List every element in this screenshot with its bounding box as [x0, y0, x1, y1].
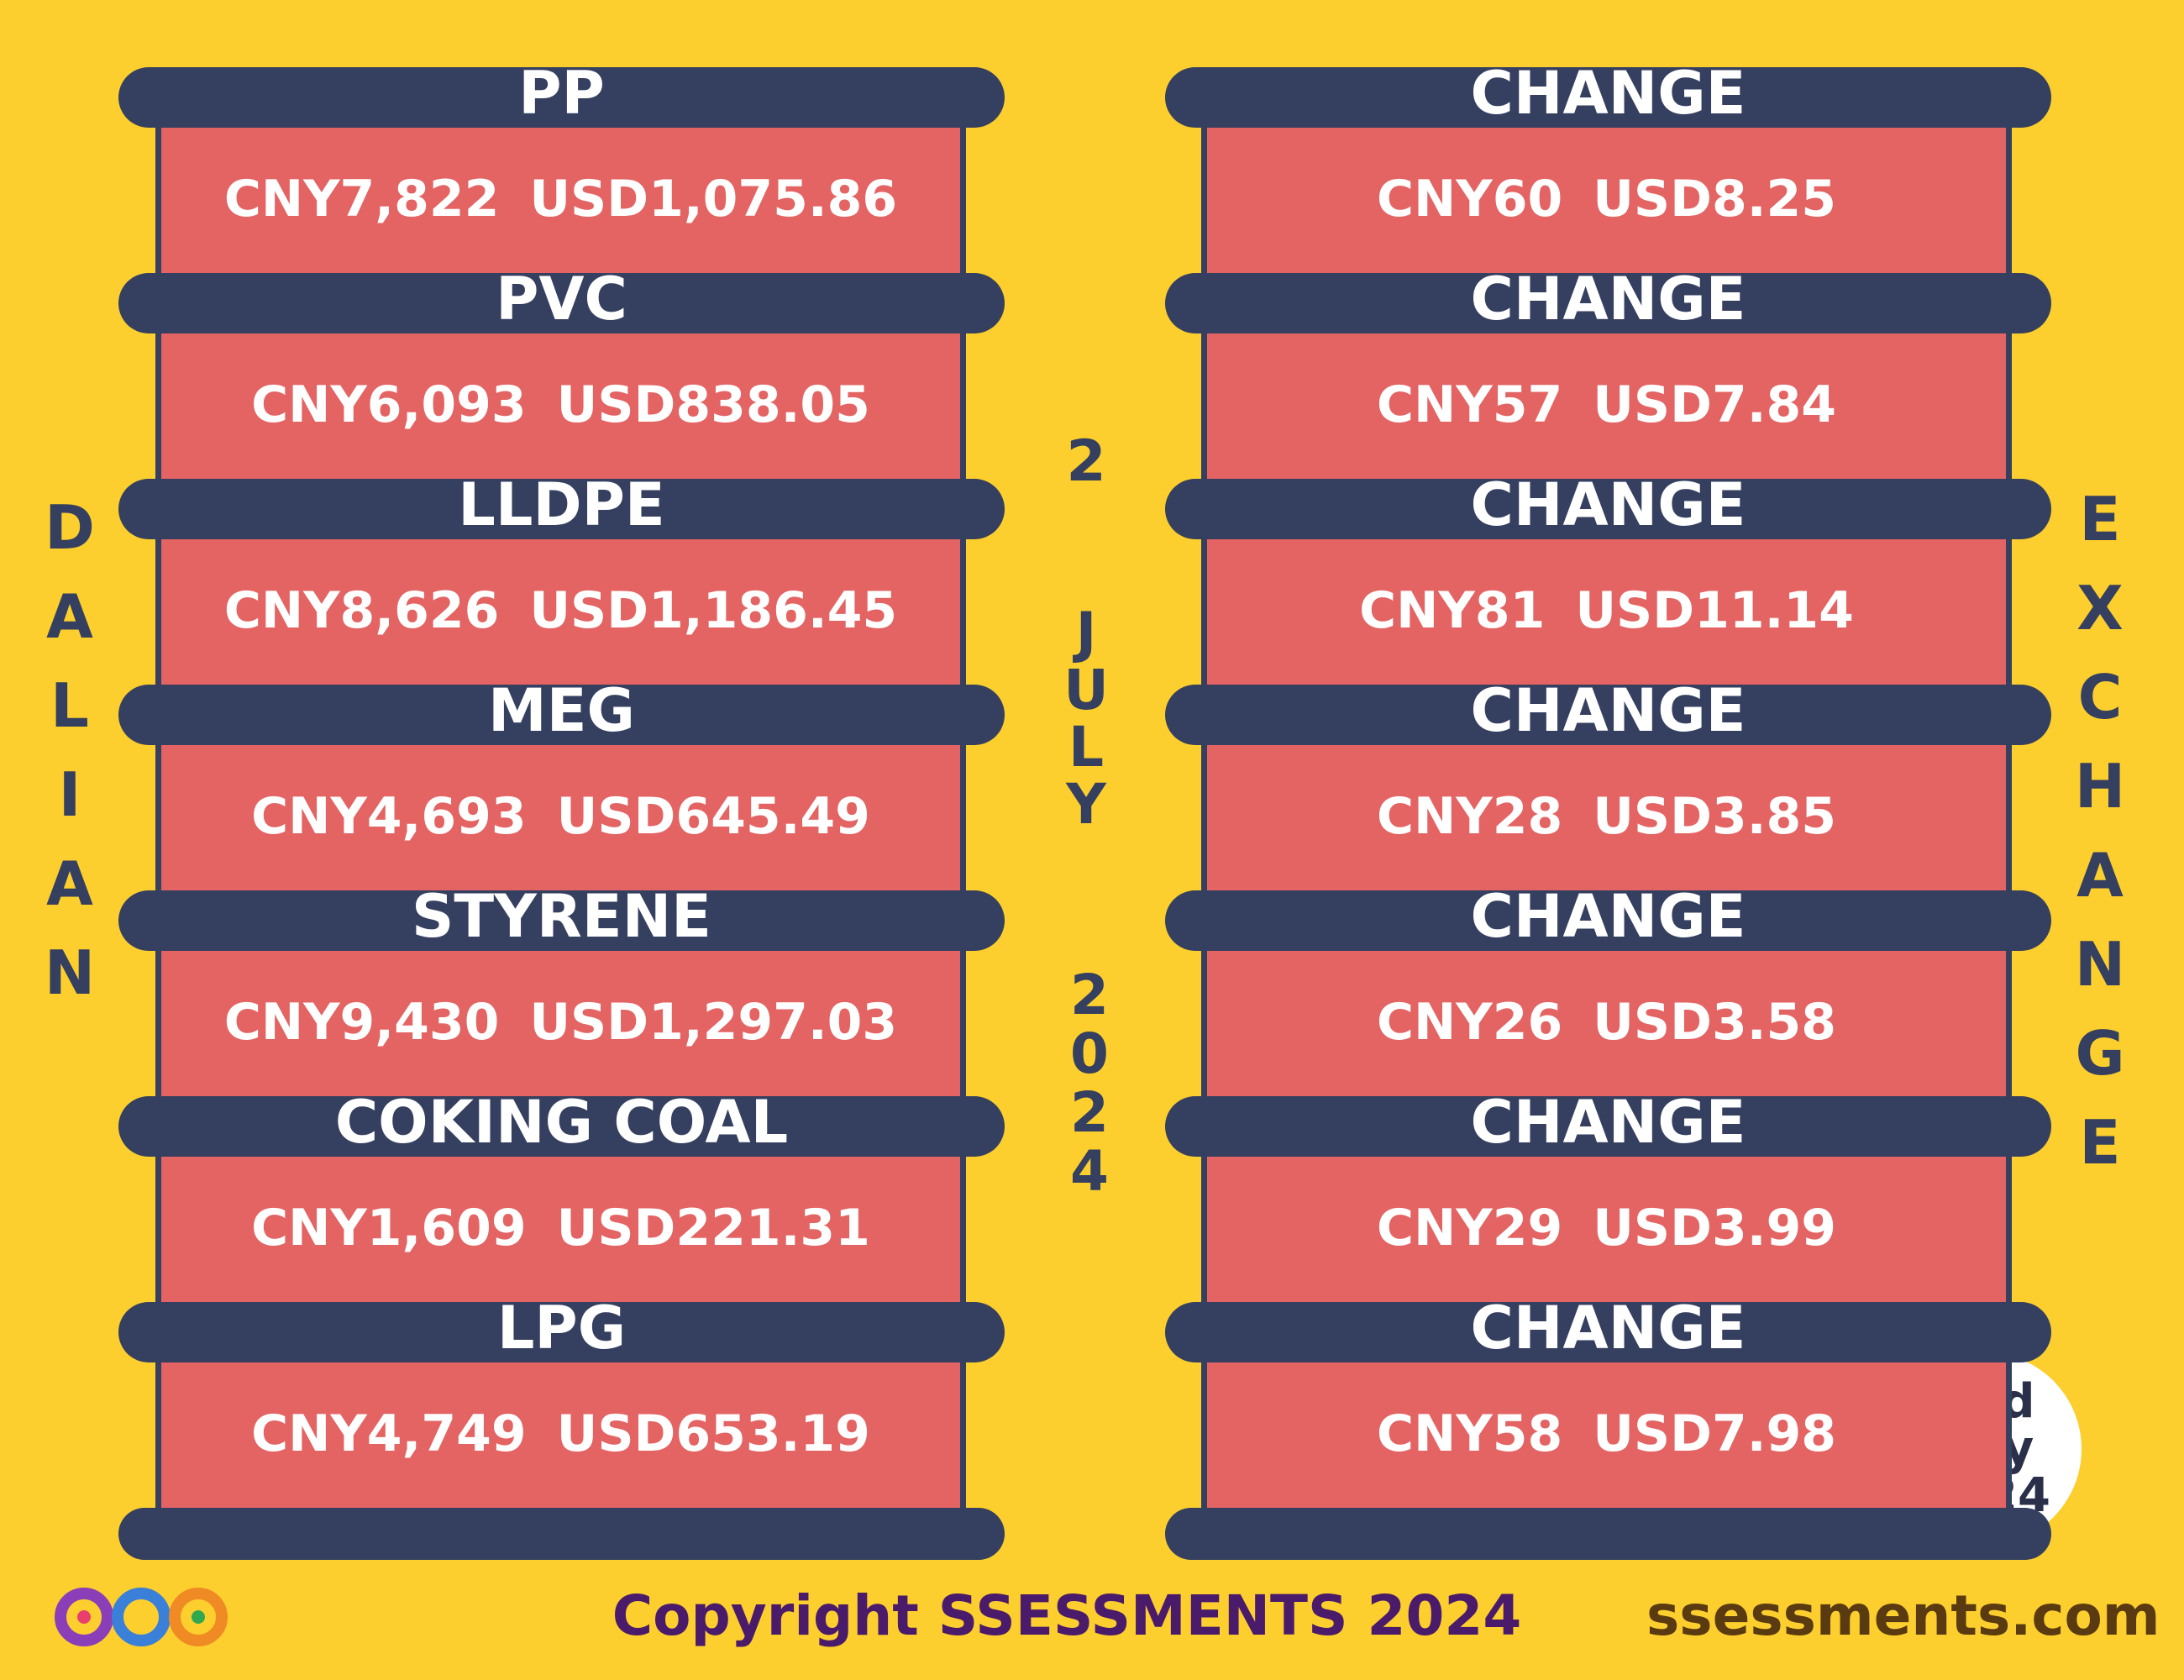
date-month: JULY	[1063, 601, 1109, 837]
usd-price: USD11.14	[1575, 581, 1854, 640]
footer-bar	[118, 1508, 1005, 1560]
row-title: MEG	[488, 676, 635, 745]
price-box	[155, 1126, 966, 1332]
price-box	[1201, 509, 2012, 715]
date-year: 2024	[1070, 963, 1109, 1204]
row-title: CHANGE	[1470, 1294, 1746, 1362]
cny-price: CNY4,749	[251, 1404, 527, 1463]
row-title: LLDPE	[458, 470, 665, 539]
cny-price: CNY26	[1377, 993, 1563, 1052]
price-box	[155, 509, 966, 715]
usd-price: USD3.99	[1593, 1199, 1836, 1257]
row-title: CHANGE	[1470, 470, 1746, 539]
price-line: CNY26 USD3.58	[1201, 993, 2012, 1052]
cny-price: CNY8,626	[223, 581, 500, 640]
usd-price: USD653.19	[556, 1404, 870, 1463]
website: ssessments.com	[1646, 1583, 2160, 1648]
price-line: CNY9,430 USD1,297.03	[155, 993, 966, 1052]
cny-price: CNY29	[1377, 1199, 1563, 1257]
cny-price: CNY4,693	[251, 787, 527, 846]
cny-price: CNY1,609	[251, 1199, 527, 1257]
usd-price: USD8.25	[1593, 170, 1836, 228]
row-title: PVC	[496, 265, 627, 333]
cny-price: CNY58	[1377, 1404, 1563, 1463]
header-bar	[1165, 685, 2051, 745]
price-box	[1201, 97, 2012, 303]
row-title: STYRENE	[412, 882, 711, 951]
price-box	[155, 921, 966, 1126]
usd-price: USD838.05	[556, 375, 870, 434]
price-line: CNY4,693 USD645.49	[155, 787, 966, 846]
cny-price: CNY81	[1359, 581, 1546, 640]
price-box	[1201, 1332, 2012, 1538]
header-bar	[118, 1302, 1005, 1362]
footer-bar	[1165, 1508, 2051, 1560]
price-line: CNY57 USD7.84	[1201, 375, 2012, 434]
price-box	[155, 97, 966, 303]
cny-price: CNY28	[1377, 787, 1563, 846]
side-label-left: DALIAN	[44, 492, 96, 1008]
row-title: LPG	[496, 1294, 627, 1362]
price-line: CNY28 USD3.85	[1201, 787, 2012, 846]
price-line: CNY81 USD11.14	[1201, 581, 2012, 640]
header-bar	[118, 479, 1005, 539]
price-line: CNY6,093 USD838.05	[155, 375, 966, 434]
date-day: 2	[1066, 428, 1106, 495]
price-box	[155, 715, 966, 921]
row-title: PP	[518, 59, 605, 128]
header-bar	[1165, 67, 2051, 128]
row-title: CHANGE	[1470, 265, 1746, 333]
logo	[55, 1588, 228, 1646]
price-box	[1201, 1126, 2012, 1332]
price-line: CNY1,609 USD221.31	[155, 1199, 966, 1257]
row-title: CHANGE	[1470, 59, 1746, 128]
row-title: CHANGE	[1470, 676, 1746, 745]
price-line: CNY60 USD8.25	[1201, 170, 2012, 228]
usd-price: USD645.49	[556, 787, 870, 846]
price-line: CNY8,626 USD1,186.45	[155, 581, 966, 640]
cny-price: CNY7,822	[223, 170, 500, 228]
price-line: CNY58 USD7.98	[1201, 1404, 2012, 1463]
price-line: CNY4,749 USD653.19	[155, 1404, 966, 1463]
header-bar	[1165, 479, 2051, 539]
header-bar	[118, 890, 1005, 951]
usd-price: USD1,297.03	[529, 993, 898, 1052]
header-bar	[118, 273, 1005, 333]
row-title: COKING COAL	[334, 1088, 789, 1157]
price-line: CNY7,822 USD1,075.86	[155, 170, 966, 228]
usd-price: USD221.31	[556, 1199, 870, 1257]
usd-price: USD3.85	[1593, 787, 1836, 846]
row-title: CHANGE	[1470, 1088, 1746, 1157]
price-line: CNY29 USD3.99	[1201, 1199, 2012, 1257]
price-box	[1201, 303, 2012, 509]
usd-price: USD7.98	[1593, 1404, 1836, 1463]
cny-price: CNY9,430	[223, 993, 500, 1052]
header-bar	[1165, 890, 2051, 951]
usd-price: USD3.58	[1593, 993, 1836, 1052]
header-bar	[1165, 1302, 2051, 1362]
header-bar	[118, 67, 1005, 128]
header-bar	[1165, 273, 2051, 333]
price-box	[155, 303, 966, 509]
header-bar	[118, 1096, 1005, 1157]
usd-price: USD1,075.86	[529, 170, 898, 228]
usd-price: USD1,186.45	[529, 581, 898, 640]
cny-price: CNY6,093	[251, 375, 527, 434]
usd-price: USD7.84	[1593, 375, 1836, 434]
cny-price: CNY57	[1377, 375, 1563, 434]
cny-price: CNY60	[1377, 170, 1563, 228]
price-box	[1201, 715, 2012, 921]
header-bar	[1165, 1096, 2051, 1157]
side-label-right: EXCHANGE	[2074, 484, 2126, 1178]
copyright: Copyright SSESSMENTS 2024	[612, 1583, 1522, 1648]
price-box	[155, 1332, 966, 1538]
row-title: CHANGE	[1470, 882, 1746, 951]
price-box	[1201, 921, 2012, 1126]
header-bar	[118, 685, 1005, 745]
